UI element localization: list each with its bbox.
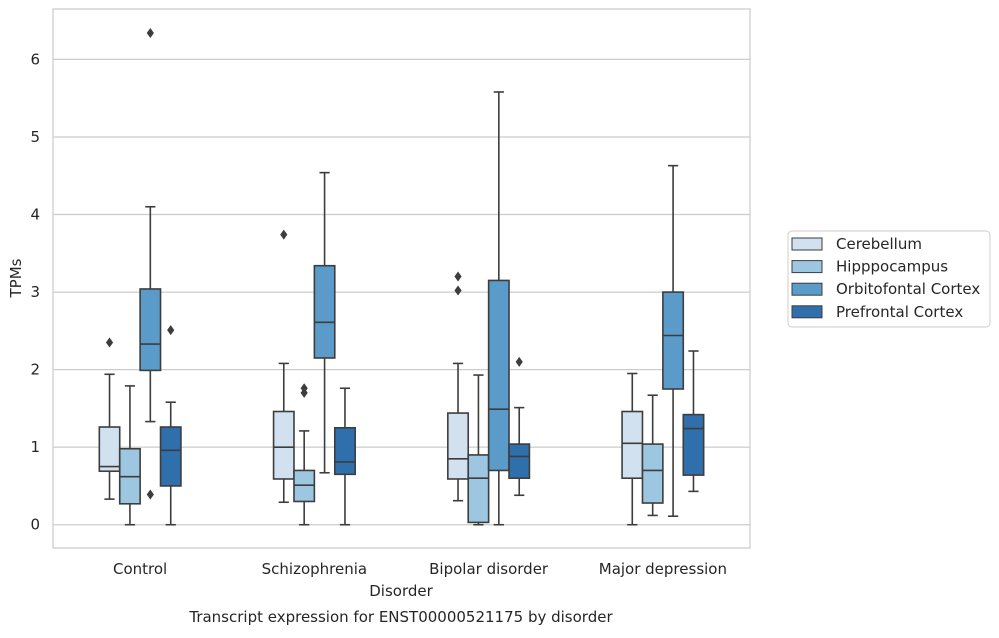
x-tick-label: Control [113, 560, 167, 578]
y-tick-label: 2 [30, 361, 40, 379]
outlier-point [454, 271, 462, 282]
iqr-box [313, 264, 336, 359]
box-orbitofontal-cortex [487, 91, 510, 526]
iqr-box [447, 412, 470, 480]
box-hipppocampus [467, 374, 490, 526]
iqr-box [333, 426, 356, 476]
box-hipppocampus [641, 394, 664, 517]
iqr-box [98, 426, 121, 473]
legend-label: Cerebellum [836, 235, 922, 253]
y-tick-labels: 0 1 2 3 4 5 6 [30, 50, 40, 533]
legend-label: Hipppocampus [836, 258, 948, 276]
outlier-point [146, 28, 154, 39]
y-tick-label: 6 [30, 50, 40, 68]
iqr-box [621, 410, 644, 480]
iqr-box [487, 279, 510, 472]
iqr-box [508, 443, 531, 480]
x-tick-label: Major depression [599, 560, 727, 578]
box-cerebellum [447, 271, 470, 502]
y-tick-label: 0 [30, 516, 40, 534]
box-prefrontal-cortex [333, 387, 356, 526]
outlier-point [280, 229, 288, 240]
x-tick-labels: Control Schizophrenia Bipolar disorder Majo… [113, 560, 727, 578]
y-tick-label: 1 [30, 438, 40, 456]
box-prefrontal-cortex [159, 325, 182, 526]
box-orbitofontal-cortex [139, 28, 162, 500]
box-cerebellum [98, 337, 121, 500]
box-prefrontal-cortex [682, 350, 705, 493]
iqr-box [139, 288, 162, 372]
iqr-box [272, 410, 295, 480]
x-axis-label: Disorder [369, 582, 433, 600]
box-orbitofontal-cortex [313, 171, 336, 474]
box-cerebellum [272, 229, 295, 504]
y-tick-label: 5 [30, 128, 40, 146]
legend-frame [787, 230, 991, 328]
box-series [98, 28, 705, 526]
outlier-point [105, 337, 114, 348]
legend-swatch [791, 282, 823, 296]
x-tick-label: Bipolar disorder [429, 560, 549, 578]
box-prefrontal-cortex [508, 356, 531, 497]
outlier-point [515, 356, 523, 367]
iqr-box [467, 454, 490, 524]
iqr-box [159, 426, 182, 487]
box-orbitofontal-cortex [662, 164, 685, 518]
legend-swatch [791, 237, 823, 251]
iqr-box [682, 413, 705, 476]
y-tick-label: 3 [30, 283, 40, 301]
iqr-box [641, 443, 664, 504]
y-axis-label: TPMs [7, 258, 25, 298]
chart-title: Transcript expression for ENST0000052117… [188, 608, 613, 626]
legend-swatch [791, 305, 823, 319]
outlier-point [454, 285, 462, 296]
iqr-box [662, 291, 685, 390]
box-hipppocampus [118, 385, 141, 526]
x-tick-label: Schizophrenia [262, 560, 367, 578]
outlier-point [300, 383, 308, 394]
legend-swatch [791, 260, 823, 274]
outlier-point [146, 489, 154, 500]
legend: Cerebellum Hipppocampus Orbitofontal Corte… [787, 230, 991, 328]
outlier-point [167, 325, 175, 336]
legend-label: Orbitofontal Cortex [836, 280, 980, 298]
y-tick-label: 4 [30, 206, 40, 224]
plot-frame [52, 8, 751, 549]
box-hipppocampus [293, 383, 316, 526]
legend-label: Prefrontal Cortex [836, 303, 963, 321]
